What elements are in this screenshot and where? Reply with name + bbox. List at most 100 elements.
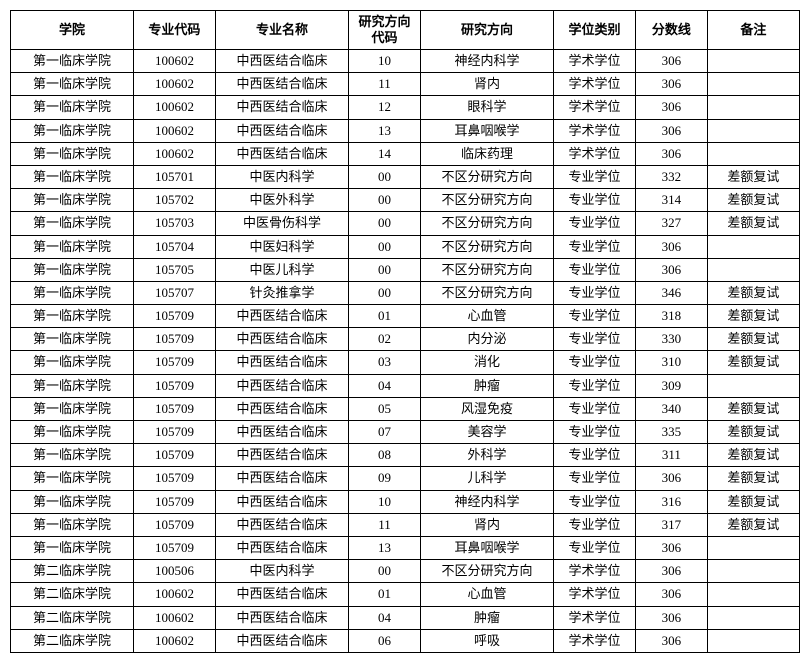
cell-r20-c1: 105709 — [133, 513, 215, 536]
table-row: 第一临床学院105709中西医结合临床09儿科学专业学位306差额复试 — [11, 467, 800, 490]
cell-r3-c1: 100602 — [133, 119, 215, 142]
cell-r4-c6: 306 — [636, 142, 708, 165]
cell-r20-c4: 肾内 — [420, 513, 553, 536]
cell-r13-c3: 03 — [349, 351, 421, 374]
table-row: 第一临床学院105709中西医结合临床08外科学专业学位311差额复试 — [11, 444, 800, 467]
cell-r6-c6: 314 — [636, 189, 708, 212]
table-row: 第一临床学院105709中西医结合临床02内分泌专业学位330差额复试 — [11, 328, 800, 351]
cell-r16-c1: 105709 — [133, 421, 215, 444]
cell-r2-c3: 12 — [349, 96, 421, 119]
cell-r8-c3: 00 — [349, 235, 421, 258]
cell-r1-c0: 第一临床学院 — [11, 73, 134, 96]
cell-r4-c4: 临床药理 — [420, 142, 553, 165]
table-row: 第一临床学院105704中医妇科学00不区分研究方向专业学位306 — [11, 235, 800, 258]
cell-r7-c6: 327 — [636, 212, 708, 235]
cell-r8-c7 — [707, 235, 799, 258]
table-row: 第一临床学院105709中西医结合临床03消化专业学位310差额复试 — [11, 351, 800, 374]
cell-r9-c2: 中医儿科学 — [215, 258, 348, 281]
cell-r15-c3: 05 — [349, 397, 421, 420]
cell-r0-c4: 神经内科学 — [420, 50, 553, 73]
cell-r24-c5: 学术学位 — [554, 606, 636, 629]
cell-r3-c0: 第一临床学院 — [11, 119, 134, 142]
cell-r7-c2: 中医骨伤科学 — [215, 212, 348, 235]
cell-r24-c2: 中西医结合临床 — [215, 606, 348, 629]
cell-r21-c0: 第一临床学院 — [11, 536, 134, 559]
cell-r15-c0: 第一临床学院 — [11, 397, 134, 420]
cell-r12-c3: 02 — [349, 328, 421, 351]
cell-r1-c4: 肾内 — [420, 73, 553, 96]
cell-r18-c4: 儿科学 — [420, 467, 553, 490]
cell-r16-c7: 差额复试 — [707, 421, 799, 444]
table-row: 第二临床学院100602中西医结合临床06呼吸学术学位306 — [11, 629, 800, 652]
cell-r19-c0: 第一临床学院 — [11, 490, 134, 513]
col-header-2: 专业名称 — [215, 11, 348, 50]
cell-r25-c6: 306 — [636, 629, 708, 652]
cell-r21-c3: 13 — [349, 536, 421, 559]
cell-r20-c7: 差额复试 — [707, 513, 799, 536]
cell-r10-c4: 不区分研究方向 — [420, 281, 553, 304]
cell-r23-c0: 第二临床学院 — [11, 583, 134, 606]
cell-r19-c1: 105709 — [133, 490, 215, 513]
cell-r22-c3: 00 — [349, 560, 421, 583]
cell-r12-c1: 105709 — [133, 328, 215, 351]
cell-r5-c2: 中医内科学 — [215, 165, 348, 188]
cell-r8-c0: 第一临床学院 — [11, 235, 134, 258]
cell-r21-c4: 耳鼻咽喉学 — [420, 536, 553, 559]
col-header-1: 专业代码 — [133, 11, 215, 50]
cell-r21-c6: 306 — [636, 536, 708, 559]
table-row: 第一临床学院100602中西医结合临床13耳鼻咽喉学学术学位306 — [11, 119, 800, 142]
cell-r16-c2: 中西医结合临床 — [215, 421, 348, 444]
cell-r1-c6: 306 — [636, 73, 708, 96]
cell-r7-c5: 专业学位 — [554, 212, 636, 235]
cell-r10-c3: 00 — [349, 281, 421, 304]
cell-r11-c4: 心血管 — [420, 305, 553, 328]
table-row: 第一临床学院105709中西医结合临床13耳鼻咽喉学专业学位306 — [11, 536, 800, 559]
cell-r22-c5: 学术学位 — [554, 560, 636, 583]
admission-score-table: 学院专业代码专业名称研究方向代码研究方向学位类别分数线备注 第一临床学院1006… — [10, 10, 800, 653]
cell-r18-c6: 306 — [636, 467, 708, 490]
table-row: 第一临床学院105705中医儿科学00不区分研究方向专业学位306 — [11, 258, 800, 281]
cell-r19-c4: 神经内科学 — [420, 490, 553, 513]
cell-r8-c1: 105704 — [133, 235, 215, 258]
cell-r24-c6: 306 — [636, 606, 708, 629]
table-body: 第一临床学院100602中西医结合临床10神经内科学学术学位306第一临床学院1… — [11, 50, 800, 653]
table-row: 第一临床学院105709中西医结合临床05风湿免疫专业学位340差额复试 — [11, 397, 800, 420]
cell-r15-c5: 专业学位 — [554, 397, 636, 420]
cell-r3-c6: 306 — [636, 119, 708, 142]
cell-r15-c1: 105709 — [133, 397, 215, 420]
table-row: 第一临床学院100602中西医结合临床12眼科学学术学位306 — [11, 96, 800, 119]
cell-r14-c7 — [707, 374, 799, 397]
cell-r21-c7 — [707, 536, 799, 559]
cell-r9-c6: 306 — [636, 258, 708, 281]
cell-r18-c7: 差额复试 — [707, 467, 799, 490]
cell-r5-c1: 105701 — [133, 165, 215, 188]
cell-r9-c3: 00 — [349, 258, 421, 281]
cell-r14-c4: 肿瘤 — [420, 374, 553, 397]
cell-r4-c0: 第一临床学院 — [11, 142, 134, 165]
cell-r4-c1: 100602 — [133, 142, 215, 165]
cell-r4-c3: 14 — [349, 142, 421, 165]
table-row: 第一临床学院100602中西医结合临床10神经内科学学术学位306 — [11, 50, 800, 73]
cell-r17-c7: 差额复试 — [707, 444, 799, 467]
cell-r24-c4: 肿瘤 — [420, 606, 553, 629]
cell-r22-c0: 第二临床学院 — [11, 560, 134, 583]
cell-r17-c3: 08 — [349, 444, 421, 467]
cell-r25-c5: 学术学位 — [554, 629, 636, 652]
cell-r23-c1: 100602 — [133, 583, 215, 606]
cell-r3-c3: 13 — [349, 119, 421, 142]
cell-r20-c2: 中西医结合临床 — [215, 513, 348, 536]
cell-r9-c0: 第一临床学院 — [11, 258, 134, 281]
cell-r23-c4: 心血管 — [420, 583, 553, 606]
cell-r11-c2: 中西医结合临床 — [215, 305, 348, 328]
cell-r19-c2: 中西医结合临床 — [215, 490, 348, 513]
table-row: 第一临床学院105709中西医结合临床07美容学专业学位335差额复试 — [11, 421, 800, 444]
cell-r20-c5: 专业学位 — [554, 513, 636, 536]
cell-r25-c0: 第二临床学院 — [11, 629, 134, 652]
cell-r11-c0: 第一临床学院 — [11, 305, 134, 328]
cell-r4-c7 — [707, 142, 799, 165]
cell-r22-c4: 不区分研究方向 — [420, 560, 553, 583]
table-row: 第二临床学院100602中西医结合临床04肿瘤学术学位306 — [11, 606, 800, 629]
cell-r12-c5: 专业学位 — [554, 328, 636, 351]
cell-r4-c2: 中西医结合临床 — [215, 142, 348, 165]
cell-r8-c4: 不区分研究方向 — [420, 235, 553, 258]
